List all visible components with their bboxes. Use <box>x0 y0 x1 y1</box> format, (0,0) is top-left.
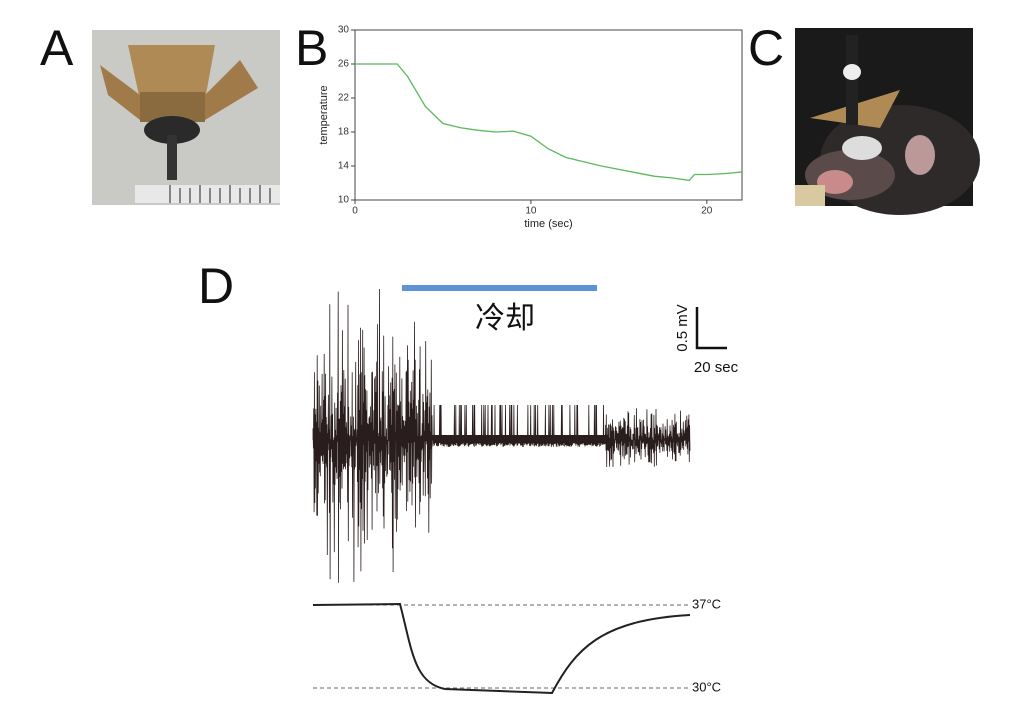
y-axis-label: temperature <box>318 85 330 144</box>
y-tick-label: 22 <box>338 93 350 104</box>
panel-label: A <box>40 20 74 76</box>
x-tick-label: 20 <box>701 206 713 217</box>
plot-frame <box>354 29 743 201</box>
x-tick-label: 10 <box>525 206 537 217</box>
y-tick-label: 18 <box>338 127 350 138</box>
x-axis-label: time (sec) <box>524 218 572 230</box>
temperature-trace <box>312 602 691 695</box>
temp-label: 30°C <box>692 679 721 694</box>
panel-label: D <box>198 258 234 314</box>
x-tick-label: 0 <box>352 206 358 217</box>
recording-trace <box>312 288 691 583</box>
temp-label: 37°C <box>692 596 721 611</box>
panel-label: B <box>295 20 328 76</box>
cooling-bar <box>402 285 597 291</box>
panel-label: C <box>748 20 784 76</box>
photo-mouse <box>795 28 980 215</box>
y-tick-label: 10 <box>338 195 350 206</box>
photo-electrode <box>92 30 280 205</box>
scale-bar <box>695 307 727 350</box>
y-tick-label: 14 <box>338 161 350 172</box>
y-tick-label: 26 <box>338 59 350 70</box>
data-line <box>355 63 743 182</box>
y-tick-label: 30 <box>338 25 350 36</box>
cooling-label: 冷却 <box>475 302 535 335</box>
scale-label: 0.5 mV <box>674 304 691 352</box>
scale-label: 20 sec <box>694 359 739 376</box>
